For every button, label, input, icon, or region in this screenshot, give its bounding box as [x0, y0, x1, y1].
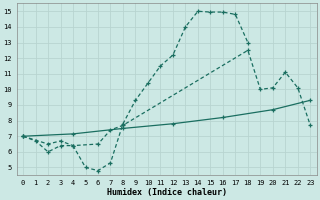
X-axis label: Humidex (Indice chaleur): Humidex (Indice chaleur)	[107, 188, 227, 197]
